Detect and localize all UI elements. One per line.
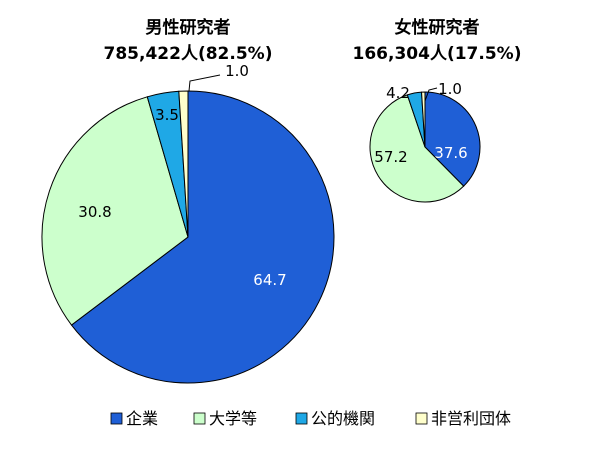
- female-data-label-hieiri: 1.0: [438, 80, 462, 98]
- female-slice-kigyou: [424, 91, 481, 187]
- male-slice-kigyou: [70, 90, 335, 384]
- male-slice-daigaku: [41, 96, 189, 326]
- female-pie: 37.6 57.2 4.2 1.0: [369, 80, 481, 203]
- male-data-label-koteki: 3.5: [155, 106, 179, 124]
- male-data-label-daigaku: 30.8: [78, 203, 111, 221]
- legend-swatch-daigaku: [193, 412, 206, 425]
- legend-label-kigyou: 企業: [126, 409, 158, 428]
- female-chart-title: 女性研究者: [395, 17, 480, 38]
- legend-label-koteki: 公的機関: [311, 409, 375, 428]
- male-chart-subtitle: 785,422人(82.5%): [104, 44, 273, 64]
- legend-label-hieiri: 非営利団体: [431, 409, 511, 428]
- male-pie: 64.7 30.8 3.5 1.0: [41, 62, 335, 384]
- legend-swatch-koteki: [295, 412, 308, 425]
- legend-swatch-kigyou: [110, 412, 123, 425]
- male-data-label-kigyou: 64.7: [253, 271, 286, 289]
- female-slice-daigaku: [369, 94, 465, 203]
- legend-swatch-hieiri: [415, 412, 428, 425]
- male-leader-line-hieiri: [188, 74, 221, 92]
- female-leader-line-hieiri: [424, 87, 438, 102]
- female-chart-subtitle: 166,304人(17.5%): [353, 44, 522, 64]
- legend-label-daigaku: 大学等: [209, 409, 257, 428]
- male-slice-hieiri: [178, 90, 189, 238]
- female-data-label-kigyou: 37.6: [434, 144, 467, 162]
- female-data-label-koteki: 4.2: [386, 84, 410, 102]
- legend: 企業 大学等 公的機関 非営利団体: [110, 409, 511, 428]
- female-data-label-daigaku: 57.2: [374, 148, 407, 166]
- female-slice-hieiri: [421, 91, 426, 148]
- male-chart-title: 男性研究者: [146, 17, 231, 38]
- male-data-label-hieiri: 1.0: [225, 62, 249, 80]
